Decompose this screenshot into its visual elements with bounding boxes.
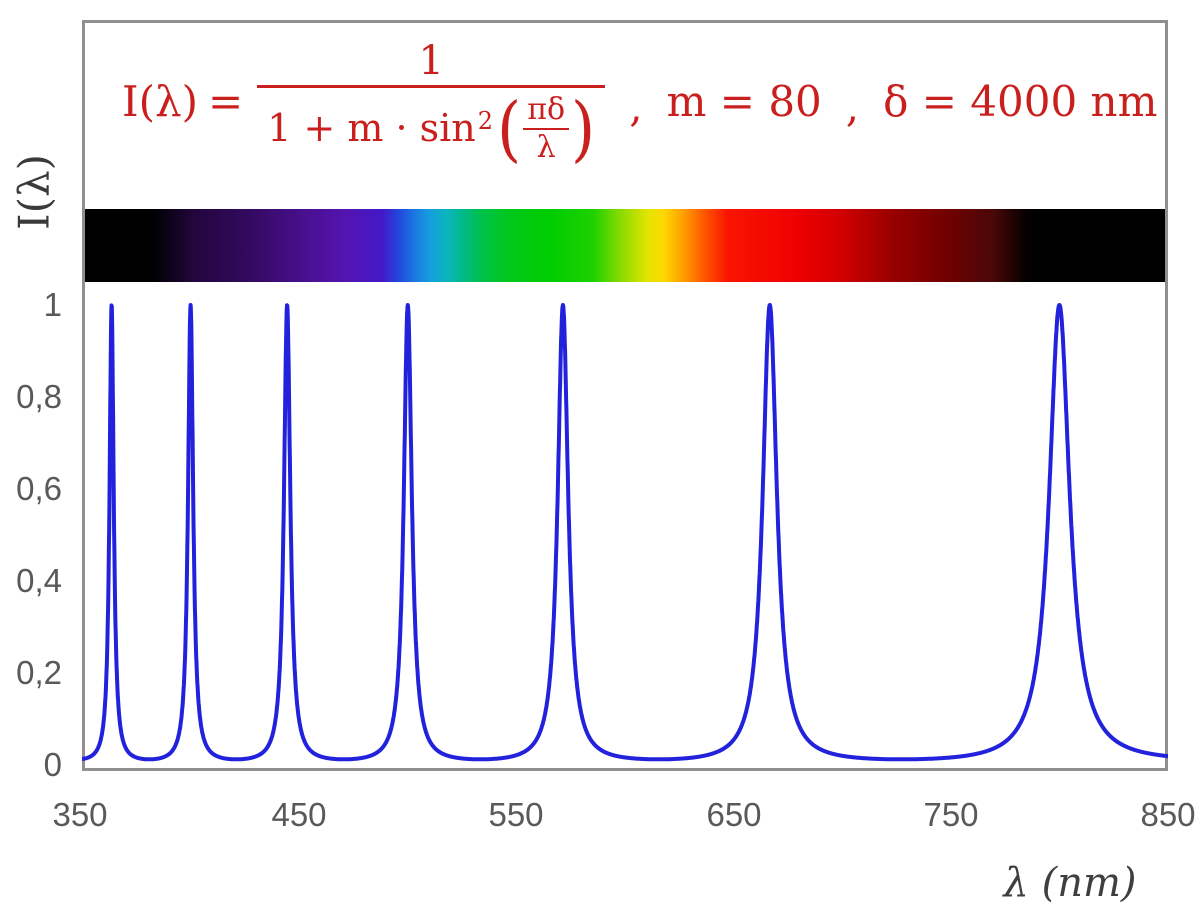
airy-formula: I(λ) = 1 1 + m · sin 2 ( πδ λ ) , m = 80 …: [122, 30, 1157, 172]
formula-fraction: 1 1 + m · sin 2 ( πδ λ ): [257, 38, 606, 165]
formula-comma-2: ,: [845, 81, 860, 131]
y-tick-1: 1: [43, 286, 62, 323]
x-axis-title: λ (nm): [1003, 860, 1137, 906]
formula-lhs: I(λ): [122, 76, 198, 126]
y-tick-0-4: 0,4: [16, 562, 62, 599]
param-delta: δ = 4000 nm: [883, 76, 1158, 126]
formula-comma-1: ,: [629, 81, 643, 131]
visible-spectrum-bar: [85, 209, 1165, 282]
x-tick-550: 550: [488, 796, 544, 833]
inner-numerator: πδ: [523, 94, 570, 130]
x-tick-350: 350: [52, 796, 108, 833]
denominator-text: 1 + m · sin: [267, 105, 476, 150]
y-tick-0-8: 0,8: [16, 378, 62, 415]
y-axis-title: I(λ): [9, 154, 59, 230]
airy-curve-path: [82, 303, 1168, 762]
x-tick-650: 650: [706, 796, 762, 833]
x-tick-750: 750: [923, 796, 979, 833]
x-tick-450: 450: [271, 796, 327, 833]
fraction-denominator: 1 + m · sin 2 ( πδ λ ): [257, 85, 606, 165]
y-tick-0: 0: [43, 746, 62, 783]
x-tick-850: 850: [1140, 796, 1196, 833]
fraction-numerator: 1: [418, 38, 444, 84]
param-m: m = 80: [666, 76, 822, 126]
y-tick-0-6: 0,6: [16, 470, 62, 507]
inner-denominator: λ: [536, 129, 556, 165]
y-tick-0-2: 0,2: [16, 654, 62, 691]
plot-frame: [82, 20, 1168, 771]
airy-curve-plot: [82, 303, 1168, 762]
sin-exponent: 2: [477, 107, 494, 136]
inner-fraction: πδ λ: [523, 94, 570, 165]
formula-equals: =: [207, 76, 244, 126]
